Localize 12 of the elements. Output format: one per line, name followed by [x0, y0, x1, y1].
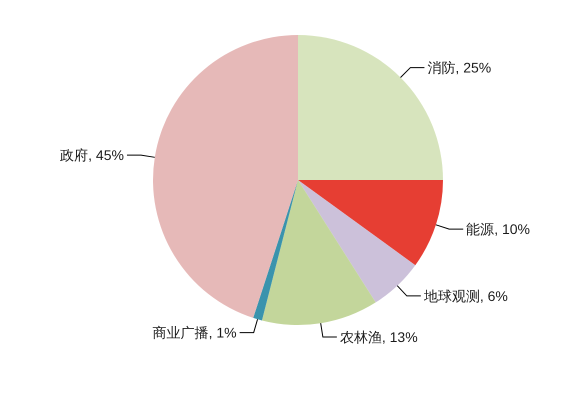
pie-slice [298, 180, 416, 302]
slice-label: 能源, 10% [466, 221, 530, 238]
pie-slice [153, 35, 298, 318]
pie-slice [262, 180, 376, 325]
slice-label: 地球观测, 6% [422, 288, 508, 304]
slice-label: 政府, 45% [60, 147, 124, 164]
slice-label: 农林渔, 13% [340, 329, 418, 346]
slice-label: 消防, 25% [427, 60, 492, 76]
slice-label: 商业广播, 1% [152, 324, 237, 341]
pie-slice [253, 180, 298, 320]
pie-slice [298, 180, 443, 266]
pie-slice [298, 35, 443, 180]
